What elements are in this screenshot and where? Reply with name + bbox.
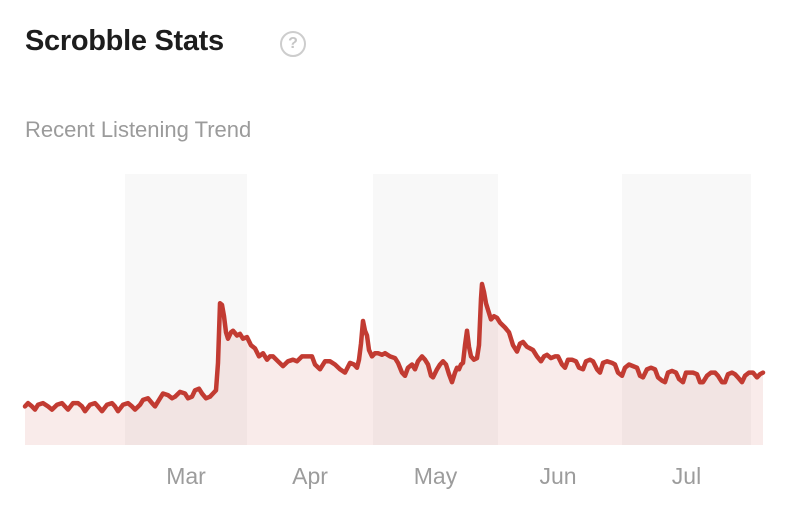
- chart-subtitle: Recent Listening Trend: [25, 117, 252, 142]
- x-axis-label-mar: Mar: [166, 463, 206, 489]
- page-title: Scrobble Stats: [25, 25, 224, 57]
- trend-area-fill: [25, 284, 763, 445]
- month-band: [622, 174, 751, 445]
- trend-area-chart[interactable]: [0, 174, 802, 445]
- month-band: [373, 174, 498, 445]
- x-axis-label-may: May: [413, 463, 458, 489]
- trend-line: [22, 281, 766, 414]
- help-icon[interactable]: ?: [280, 31, 306, 57]
- x-axis-label-apr: Apr: [292, 463, 328, 489]
- x-axis-label-jun: Jun: [539, 463, 577, 489]
- x-axis: Mar Apr May Jun Jul: [0, 463, 802, 497]
- x-axis-label-jul: Jul: [671, 463, 702, 489]
- listening-trend-chart[interactable]: [0, 174, 802, 445]
